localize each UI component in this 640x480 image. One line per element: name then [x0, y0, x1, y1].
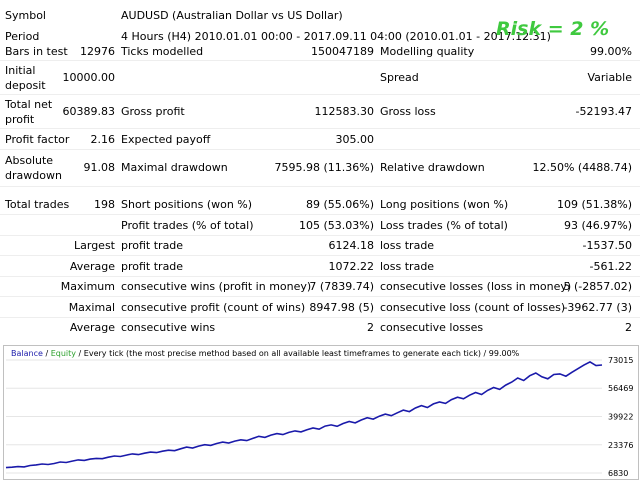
quality-value: 99.00%: [590, 45, 632, 58]
absdd-label-2: drawdown: [5, 169, 62, 182]
short-value: 89 (55.06%): [305, 198, 374, 211]
max-closses-value: 5 (-2857.02): [563, 280, 632, 293]
avg-closses-value: 2: [625, 321, 632, 334]
bars-value: 12976: [80, 45, 115, 58]
row-divider: [0, 60, 640, 61]
ltrades-value: 93 (46.97%): [563, 219, 632, 232]
netprofit-label-1: Total net: [5, 98, 53, 111]
avg-cwins-label: consecutive wins: [121, 321, 216, 334]
long-label: Long positions (won %): [380, 198, 509, 211]
balance-chart: Balance / Equity / Every tick (the most …: [3, 345, 639, 480]
spread-value: Variable: [587, 71, 632, 84]
chart-legend: Balance / Equity / Every tick (the most …: [11, 349, 519, 358]
spread-label: Spread: [380, 71, 419, 84]
maxdd-value: 7595.98 (11.36%): [274, 161, 374, 174]
reldd-value: 12.50% (4488.74): [532, 161, 632, 174]
row-divider: [0, 214, 640, 215]
long-value: 109 (51.38%): [556, 198, 632, 211]
deposit-value: 10000.00: [62, 71, 116, 84]
risk-label: Risk = 2 %: [496, 18, 610, 40]
legend-separator: /: [45, 349, 49, 358]
symbol-value: AUDUSD (Australian Dollar vs US Dollar): [121, 9, 343, 22]
largest-profit-value: 6124.18: [328, 239, 375, 252]
deposit-label-1: Initial: [5, 64, 36, 77]
netprofit-value: 60389.83: [62, 105, 116, 118]
average-label: Average: [69, 260, 115, 273]
grossloss-label: Gross loss: [380, 105, 436, 118]
row-divider: [0, 235, 640, 236]
absdd-value: 91.08: [83, 161, 116, 174]
quality-label: Modelling quality: [380, 45, 475, 58]
trades-value: 198: [94, 198, 115, 211]
max-closses-label: consecutive losses (loss in money): [380, 280, 572, 293]
maximal-label: Maximal: [68, 301, 115, 314]
y-tick-label: 39922: [608, 413, 633, 422]
trades-label: Total trades: [5, 198, 70, 211]
max-cwins-value: 7 (7839.74): [309, 280, 374, 293]
largest-loss-value: -1537.50: [582, 239, 632, 252]
maxdd-label: Maximal drawdown: [121, 161, 228, 174]
y-tick-label: 56469: [608, 384, 633, 393]
payoff-label: Expected payoff: [121, 133, 211, 146]
legend-description: / Every tick (the most precise method ba…: [78, 349, 520, 358]
row-divider: [0, 128, 640, 129]
deposit-label-2: deposit: [5, 79, 46, 92]
maximal-closs-label: consecutive loss (count of losses): [380, 301, 566, 314]
y-tick-label: 73015: [608, 356, 633, 365]
legend-balance: Balance: [11, 349, 43, 358]
avg-cwins-value: 2: [367, 321, 374, 334]
row-divider: [0, 276, 640, 277]
ticks-value: 150047189: [311, 45, 374, 58]
average-loss-value: -561.22: [589, 260, 632, 273]
y-tick-label: 23376: [608, 441, 633, 450]
row-divider: [0, 296, 640, 297]
y-tick-label: 6830: [608, 469, 628, 478]
largest-loss-label: loss trade: [380, 239, 435, 252]
period-label: Period: [5, 30, 40, 43]
average-profit-value: 1072.22: [328, 260, 375, 273]
average2-label: Average: [69, 321, 115, 334]
absdd-label-1: Absolute: [5, 154, 54, 167]
reldd-label: Relative drawdown: [380, 161, 485, 174]
row-divider: [0, 94, 640, 95]
largest-label: Largest: [74, 239, 115, 252]
maximal-closs-value: -3962.77 (3): [563, 301, 632, 314]
grossprofit-label: Gross profit: [121, 105, 185, 118]
ltrades-label: Loss trades (% of total): [380, 219, 508, 232]
grossprofit-value: 112583.30: [314, 105, 375, 118]
row-divider: [0, 149, 640, 150]
pf-value: 2.16: [90, 133, 116, 146]
chart-canvas: 73015 56469 39922 23376 6830: [5, 356, 633, 478]
bars-label: Bars in test: [5, 45, 68, 58]
maximum-label: Maximum: [60, 280, 115, 293]
balance-line: [5, 360, 603, 469]
grossloss-value: -52193.47: [575, 105, 632, 118]
ptrades-label: Profit trades (% of total): [121, 219, 254, 232]
row-divider: [0, 255, 640, 256]
pf-label: Profit factor: [5, 133, 70, 146]
average-loss-label: loss trade: [380, 260, 435, 273]
payoff-value: 305.00: [335, 133, 375, 146]
short-label: Short positions (won %): [121, 198, 253, 211]
maximal-cprofit-label: consecutive profit (count of wins): [121, 301, 306, 314]
ticks-label: Ticks modelled: [121, 45, 204, 58]
symbol-label: Symbol: [5, 9, 46, 22]
max-cwins-label: consecutive wins (profit in money): [121, 280, 312, 293]
legend-equity: Equity: [50, 349, 76, 358]
netprofit-label-2: profit: [5, 113, 35, 126]
row-divider: [0, 317, 640, 318]
avg-closses-label: consecutive losses: [380, 321, 484, 334]
row-divider: [0, 186, 640, 187]
period-value: 4 Hours (H4) 2010.01.01 00:00 - 2017.09.…: [121, 30, 551, 43]
ptrades-value: 105 (53.03%): [298, 219, 374, 232]
average-profit-label: profit trade: [121, 260, 184, 273]
maximal-cprofit-value: 8947.98 (5): [309, 301, 374, 314]
largest-profit-label: profit trade: [121, 239, 184, 252]
